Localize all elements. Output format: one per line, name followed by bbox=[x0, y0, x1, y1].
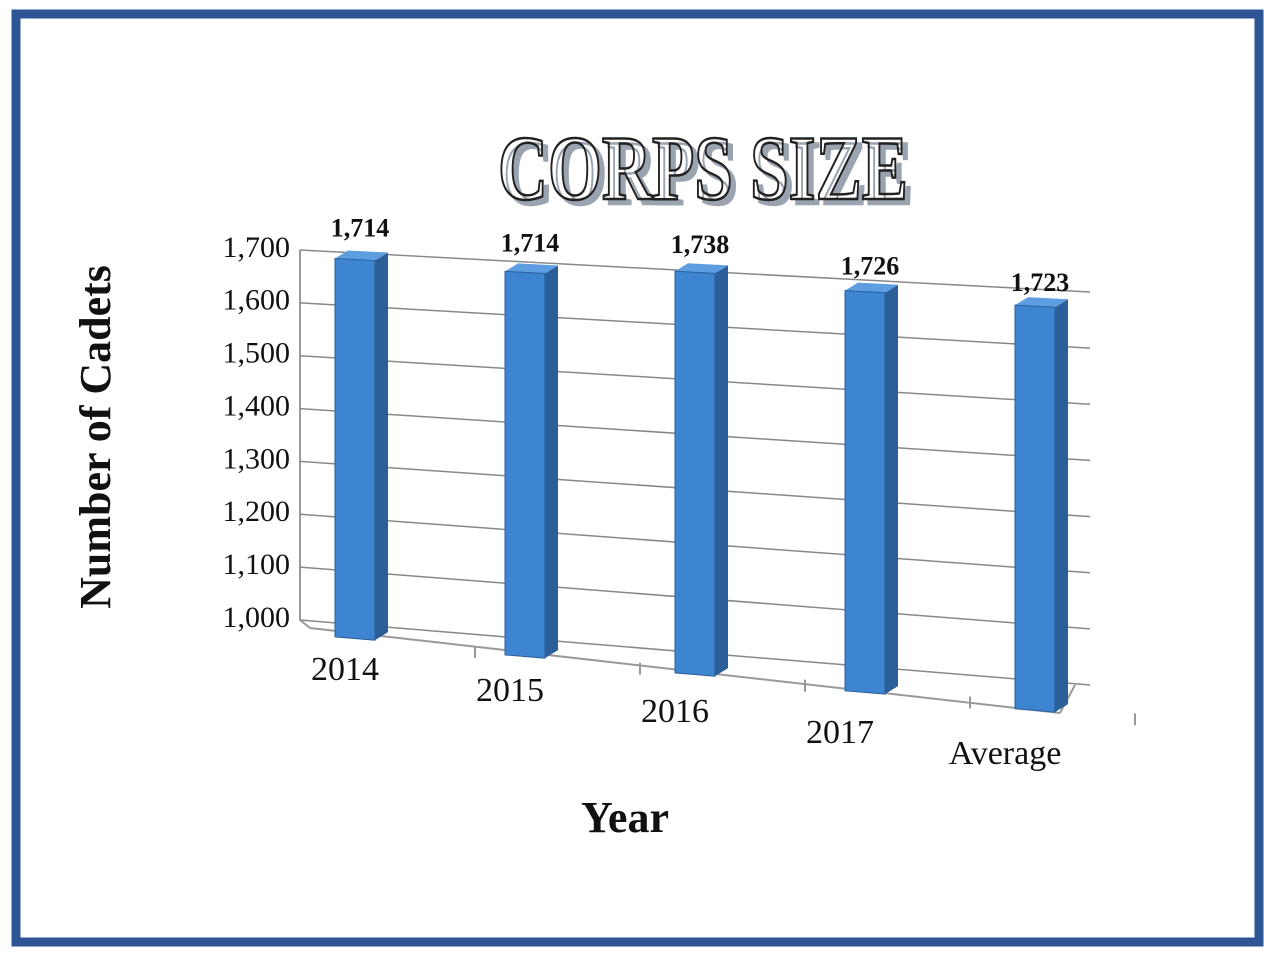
value-label: 1,714 bbox=[501, 228, 560, 257]
x-tick-label: 2015 bbox=[476, 672, 544, 709]
y-tick-label: 1,300 bbox=[223, 442, 291, 475]
y-tick-label: 1,400 bbox=[223, 389, 291, 422]
chart-title: CORPS SIZE bbox=[498, 117, 908, 219]
x-tick-label: 2016 bbox=[641, 693, 709, 730]
bar-side bbox=[375, 252, 388, 641]
bar bbox=[1014, 304, 1056, 713]
bar-side bbox=[885, 284, 898, 695]
bar bbox=[504, 270, 546, 659]
bar-top bbox=[675, 263, 728, 274]
bar bbox=[674, 270, 716, 677]
y-tick-label: 1,100 bbox=[223, 548, 291, 581]
value-label: 1,726 bbox=[841, 252, 900, 281]
bar-top bbox=[505, 263, 558, 274]
value-label: 1,738 bbox=[671, 230, 730, 259]
x-tick-label: 2014 bbox=[311, 651, 379, 688]
bar-top bbox=[845, 282, 898, 293]
bar bbox=[844, 290, 886, 695]
y-tick-label: 1,700 bbox=[223, 231, 291, 264]
value-label: 1,714 bbox=[331, 213, 390, 242]
y-tick-label: 1,500 bbox=[223, 337, 291, 370]
bar bbox=[334, 257, 376, 641]
bar-side bbox=[1055, 299, 1068, 713]
x-tick-label: 2017 bbox=[806, 714, 874, 751]
frame bbox=[11, 9, 1264, 947]
bar-side bbox=[715, 265, 728, 677]
y-tick-label: 1,200 bbox=[223, 495, 291, 528]
floor-left bbox=[299, 619, 311, 629]
y-tick-label: 1,600 bbox=[223, 284, 291, 317]
value-label: 1,723 bbox=[1011, 268, 1070, 297]
x-tick-label: Average bbox=[949, 735, 1062, 772]
bar-top bbox=[1015, 297, 1068, 308]
y-axis-label: Number of Cadets bbox=[71, 265, 120, 609]
y-tick-label: 1,000 bbox=[223, 601, 291, 634]
x-axis-label: Year bbox=[581, 793, 669, 842]
bar-side bbox=[545, 265, 558, 659]
bar-top bbox=[335, 250, 388, 261]
